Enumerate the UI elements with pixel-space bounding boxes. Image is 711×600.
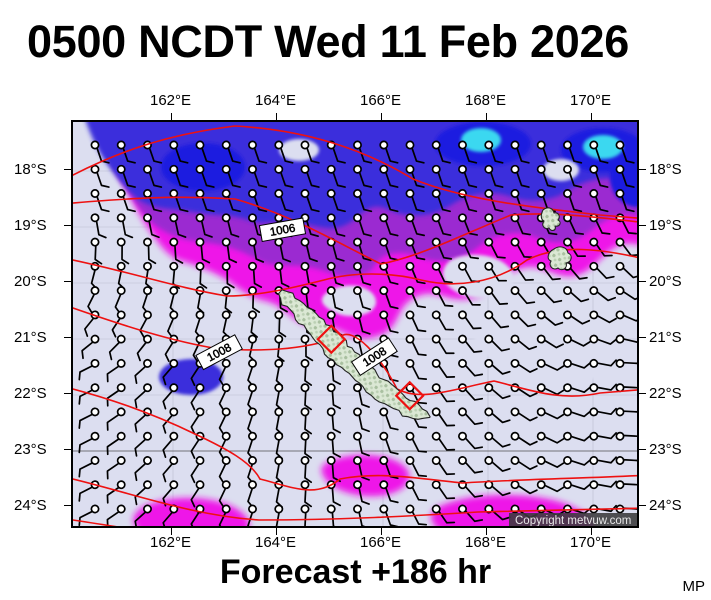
svg-text:Copyright metvuw.com: Copyright metvuw.com: [515, 515, 631, 527]
